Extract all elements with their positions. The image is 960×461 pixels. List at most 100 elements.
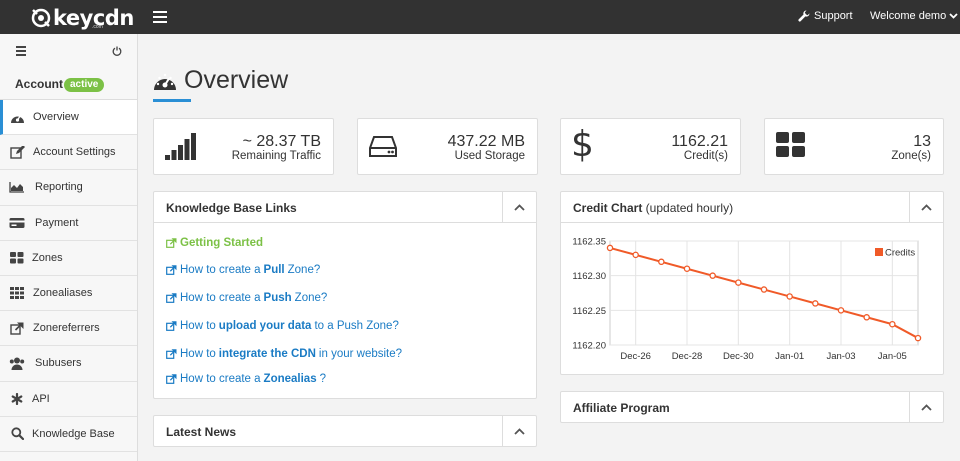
asterisk-icon	[9, 392, 25, 406]
y-tick-label: 1162.35	[572, 237, 606, 248]
search-icon	[9, 427, 25, 441]
x-tick-label: Dec-28	[672, 351, 703, 362]
sidebar-item-reporting[interactable]: Reporting	[0, 170, 137, 206]
stat-value: ~ 28.37 TB	[242, 133, 321, 150]
credits-data-point	[889, 320, 896, 328]
user-menu[interactable]: Welcome demo	[870, 10, 958, 22]
sidebar-item-zonealiases[interactable]: Zonealiases	[0, 276, 137, 312]
sidebar-item-label: Reporting	[35, 181, 83, 194]
sidebar-collapse-icon[interactable]	[16, 46, 26, 58]
panel-header: Affiliate Program	[561, 392, 943, 423]
stat-value: 1162.21	[671, 133, 728, 150]
kb-link[interactable]: How to create a Pull Zone?	[166, 264, 320, 276]
collapse-button[interactable]	[909, 392, 943, 422]
grid-icon	[9, 251, 25, 265]
kb-link[interactable]: How to upload your data to a Push Zone?	[166, 320, 399, 332]
panel-title-main: Credit Chart	[573, 201, 643, 215]
credits-data-point	[786, 293, 793, 300]
sidebar-item-label: Account Settings	[33, 146, 116, 159]
credit-chart-panel: Credit Chart (updated hourly) 1162.35 116…	[560, 191, 944, 375]
x-tick-label: Dec-30	[723, 351, 754, 362]
logo-text: keycdn	[53, 6, 134, 30]
sidebar-item-label: Knowledge Base	[32, 427, 115, 440]
kb-link-text-bold: upload your data	[218, 320, 312, 332]
kb-link-text-pre: How to	[180, 348, 216, 360]
x-tick-label: Jan-01	[775, 351, 804, 362]
stat-caption: Zone(s)	[891, 150, 931, 162]
kb-link[interactable]: How to create a Zonealias?	[166, 373, 326, 385]
collapse-button[interactable]	[502, 192, 536, 222]
sidebar-item-payment[interactable]: Payment	[0, 206, 137, 241]
keycdn-logo[interactable]: keycdn .com	[30, 6, 134, 30]
y-tick-label: 1162.20	[572, 341, 606, 352]
dashboard-icon	[9, 110, 25, 124]
sidebar-item-zones[interactable]: Zones	[0, 241, 137, 276]
grid-small-icon	[9, 286, 25, 300]
y-tick-label: 1162.30	[572, 271, 606, 282]
credits-data-point	[837, 307, 845, 314]
credits-data-point	[760, 286, 768, 293]
kb-link[interactable]: Getting Started	[166, 237, 269, 249]
hdd-icon	[369, 136, 397, 157]
panel-title-sub: (updated hourly)	[642, 201, 734, 215]
users-icon	[9, 356, 25, 370]
sidebar-item-overview[interactable]: Overview	[0, 100, 137, 136]
sidebar-item-zonereferrers[interactable]: Zonereferrers	[0, 311, 137, 347]
sidebar-item-subusers[interactable]: Subusers	[0, 346, 137, 382]
support-label: Support	[814, 10, 853, 22]
chevron-up-icon	[921, 403, 932, 411]
panel-header: Knowledge Base Links	[154, 192, 536, 223]
area-chart-icon	[9, 180, 25, 194]
sidebar-item-label: API	[32, 392, 50, 405]
kb-link-text-pre: Getting Started	[180, 237, 264, 249]
sidebar-item-label: Zonealiases	[33, 287, 93, 300]
kb-link-text-post: Zone?	[287, 264, 321, 276]
chevron-up-icon	[514, 203, 525, 211]
external-link-icon	[166, 374, 177, 384]
x-tick-label: Dec-26	[620, 351, 651, 362]
power-icon[interactable]	[112, 46, 122, 56]
kb-link-text-bold: Push	[263, 292, 292, 304]
sidebar-item-api[interactable]: API	[0, 382, 137, 417]
support-link[interactable]: Support	[798, 10, 853, 22]
chevron-up-icon	[921, 203, 932, 211]
kb-link-text-post: to a Push Zone?	[314, 320, 399, 332]
external-link-icon	[166, 321, 177, 331]
chevron-down-icon	[949, 13, 958, 19]
status-badge: active	[64, 78, 105, 92]
knowledge-base-panel: Knowledge Base Links Getting Started How …	[153, 191, 537, 399]
affiliate-program-panel: Affiliate Program	[560, 391, 944, 423]
top-bar: keycdn .com Support Welcome demo	[0, 0, 960, 34]
kb-link-text-bold: Pull	[263, 264, 285, 276]
wrench-icon	[798, 10, 810, 22]
collapse-button[interactable]	[909, 192, 943, 222]
panel-header: Credit Chart (updated hourly)	[561, 192, 943, 223]
credits-data-point	[914, 334, 922, 342]
main-menu-toggle-icon[interactable]	[153, 11, 167, 23]
page-title: Overview	[153, 66, 288, 95]
sidebar-header	[0, 34, 137, 68]
plot-frame	[609, 240, 919, 346]
dashboard-icon	[154, 73, 176, 90]
sidebar-item-label: Zonereferrers	[33, 322, 100, 335]
signal-bars-icon	[165, 133, 196, 160]
sidebar-item-label: Subusers	[35, 357, 82, 370]
sidebar-item-account-settings[interactable]: Account Settings	[0, 135, 137, 171]
kb-link-text-pre: How to	[180, 320, 216, 332]
chevron-up-icon	[514, 427, 525, 435]
credits-data-point	[709, 272, 716, 279]
x-tick-label: Jan-05	[878, 351, 907, 362]
panel-header: Latest News	[154, 416, 536, 447]
collapse-button[interactable]	[502, 416, 536, 446]
credit-line-chart: 1162.35 1162.30 1162.25 1162.20 Dec-26 Dec-28…	[572, 237, 922, 362]
account-status: Account active	[0, 68, 137, 100]
stat-value: 437.22 MB	[447, 133, 525, 150]
kb-link[interactable]: How to create a Push Zone?	[166, 292, 327, 304]
legend-label: Credits	[885, 248, 915, 259]
kb-link[interactable]: How to integrate the CDN in your website…	[166, 348, 402, 360]
stat-card-traffic: ~ 28.37 TB Remaining Traffic	[153, 118, 334, 175]
welcome-label: Welcome demo	[870, 10, 947, 22]
external-link-icon	[166, 238, 177, 248]
panel-title: Affiliate Program	[573, 401, 670, 415]
sidebar-item-knowledge-base[interactable]: Knowledge Base	[0, 417, 137, 452]
